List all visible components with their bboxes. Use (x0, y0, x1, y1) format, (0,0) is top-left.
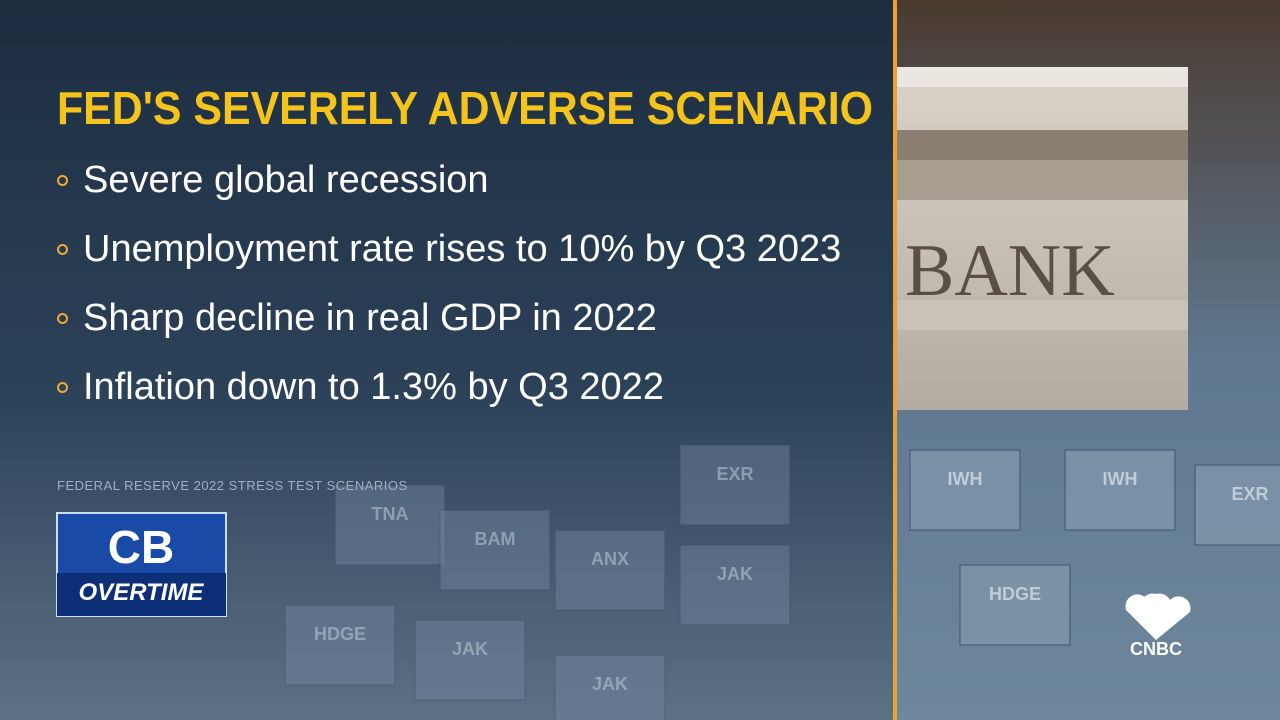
tile (679, 444, 791, 526)
tile-label: JAK (592, 674, 628, 694)
tile-label: IWH (1103, 469, 1138, 489)
bullet-list: Severe global recession Unemployment rate… (55, 158, 855, 434)
tile (909, 449, 1021, 531)
tile (679, 544, 791, 626)
tile-label: JAK (717, 564, 753, 584)
tile-label: EXR (1231, 484, 1268, 504)
tile (959, 564, 1071, 646)
logo-cb: CB (108, 521, 174, 573)
tile-label: HDGE (989, 584, 1041, 604)
title: FED'S SEVERELY ADVERSE SCENARIO (57, 82, 873, 134)
bullet: Sharp decline in real GDP in 2022 (55, 296, 843, 340)
network-logo: CNBC (1125, 593, 1191, 659)
tile (334, 484, 446, 566)
tile (439, 509, 551, 591)
tile (1194, 464, 1280, 546)
bank-sign: BANK (905, 230, 1115, 312)
tile-label: HDGE (314, 624, 366, 644)
tile-label: IWH (948, 469, 983, 489)
show-logo: CB OVERTIME (56, 512, 227, 617)
tile (284, 604, 396, 686)
bullet: Unemployment rate rises to 10% by Q3 202… (55, 227, 843, 271)
tile-wall: TNA BAM ANX JAK HDGE JAK JAK EXR IWH IWH HDGE EXR (284, 444, 1280, 720)
tile-label: JAK (452, 639, 488, 659)
divider (893, 0, 897, 720)
source: FEDERAL RESERVE 2022 STRESS TEST SCENARI… (57, 478, 408, 493)
logo-overtime: OVERTIME (79, 579, 205, 606)
tile-label: ANX (591, 549, 629, 569)
tile (554, 654, 666, 720)
tile (414, 619, 526, 701)
cnbc-text: CNBC (1130, 639, 1182, 659)
bullet: Severe global recession (55, 158, 843, 202)
tile-label: BAM (475, 529, 516, 549)
bullet: Inflation down to 1.3% by Q3 2022 (55, 365, 843, 409)
tile (1064, 449, 1176, 531)
tile (554, 529, 666, 611)
bank-photo: BANK (897, 67, 1188, 410)
tile-label: TNA (372, 504, 409, 524)
tile-label: EXR (716, 464, 753, 484)
